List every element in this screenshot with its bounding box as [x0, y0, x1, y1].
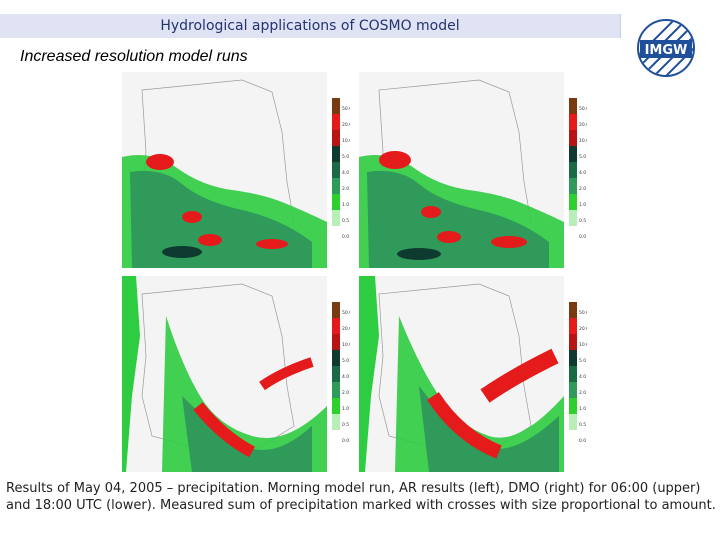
legend-label: 4.0 [579, 170, 586, 176]
legend-label: 50.0 [579, 310, 587, 316]
legend-label: 20.0 [342, 326, 350, 332]
logo-text: IMGW [645, 43, 688, 58]
legend-label: 5.0 [342, 358, 349, 364]
legend-label: 1.0 [342, 202, 349, 208]
legend-label: 1.0 [579, 202, 586, 208]
header-bar: Hydrological applications of COSMO model [0, 14, 621, 38]
legend-label: 10.0 [579, 342, 587, 348]
legend-label: 4.0 [342, 374, 349, 380]
legend-label: 0.5 [579, 422, 586, 428]
panel-upper-right: 50.0 20.0 10.0 5.0 4.0 2.0 1.0 0.5 0.0 [359, 72, 587, 268]
legend-label: 5.0 [579, 154, 586, 160]
figure-caption: Results of May 04, 2005 – precipitation.… [6, 481, 716, 513]
legend-label: 0.0 [579, 438, 586, 444]
legend-bar-lr [569, 302, 577, 430]
legend-label: 20.0 [579, 122, 587, 128]
legend-label: 4.0 [342, 170, 349, 176]
legend-label: 1.0 [342, 406, 349, 412]
precip-field [122, 276, 327, 472]
legend-label: 50.0 [342, 106, 350, 112]
legend-label: 0.0 [579, 234, 586, 240]
legend-label: 2.0 [579, 186, 586, 192]
legend-label: 0.5 [342, 218, 349, 224]
legend-label: 0.0 [342, 438, 349, 444]
legend-bar-ul [332, 98, 340, 226]
legend-label: 4.0 [579, 374, 586, 380]
precip-field [122, 154, 327, 268]
legend-label: 5.0 [579, 358, 586, 364]
legend-label: 20.0 [342, 122, 350, 128]
header-title: Hydrological applications of COSMO model [160, 18, 460, 34]
legend-label: 1.0 [579, 406, 586, 412]
legend-label: 2.0 [579, 390, 586, 396]
precip-field [359, 276, 564, 472]
legend-label: 50.0 [342, 310, 350, 316]
legend-label: 5.0 [342, 154, 349, 160]
imgw-logo: IMGW [637, 19, 695, 77]
legend-label: 10.0 [342, 342, 350, 348]
legend-label: 0.0 [342, 234, 349, 240]
legend-bar-ll [332, 302, 340, 430]
legend-label: 10.0 [579, 138, 587, 144]
panel-lower-left: 50.0 20.0 10.0 5.0 4.0 2.0 1.0 0.5 0.0 [122, 276, 350, 472]
legend-label: 50.0 [579, 106, 587, 112]
panel-lower-right: 50.0 20.0 10.0 5.0 4.0 2.0 1.0 0.5 0.0 [359, 276, 587, 472]
precip-field [359, 151, 564, 268]
legend-label: 10.0 [342, 138, 350, 144]
legend-label: 2.0 [342, 186, 349, 192]
legend-label: 20.0 [579, 326, 587, 332]
legend-bar-ur [569, 98, 577, 226]
legend-label: 0.5 [579, 218, 586, 224]
legend-label: 0.5 [342, 422, 349, 428]
subtitle: Increased resolution model runs [20, 48, 248, 65]
panel-upper-left: 50.0 20.0 10.0 5.0 4.0 2.0 1.0 0.5 0.0 [122, 72, 350, 268]
legend-label: 2.0 [342, 390, 349, 396]
